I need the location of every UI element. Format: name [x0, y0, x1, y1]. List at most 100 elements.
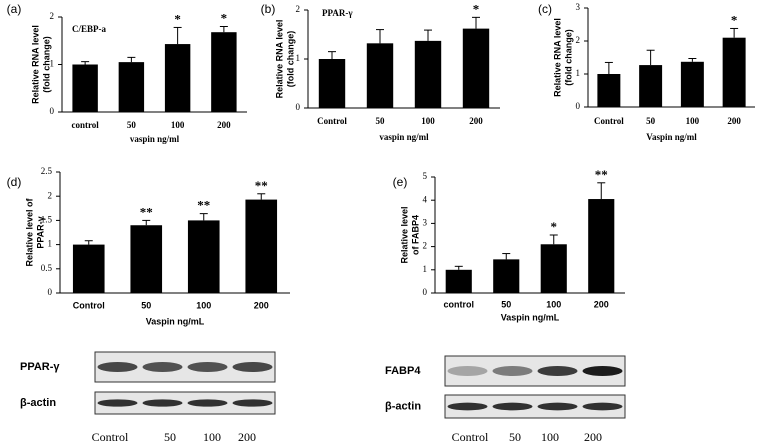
- x-tick-label: 50: [646, 116, 656, 126]
- y-tick-label: 3: [423, 217, 428, 227]
- y-tick-label: 1: [296, 53, 301, 63]
- blot-band: [582, 366, 623, 376]
- x-tick-label: Control: [594, 116, 624, 126]
- x-tick-label: 200: [727, 116, 741, 126]
- y-tick-label: 0: [423, 287, 428, 297]
- y-axis-label: (fold change): [563, 29, 573, 86]
- bar: [414, 40, 442, 109]
- y-tick-label: 2: [48, 190, 53, 200]
- lane-label: 200: [584, 430, 602, 444]
- bar: [245, 199, 278, 293]
- lane-label: 100: [203, 430, 221, 444]
- y-tick-label: 2: [423, 241, 428, 251]
- lane-label: 200: [238, 430, 256, 444]
- x-tick-label: control: [71, 120, 99, 130]
- chart-panel: (c) 0 1 2 3 Relative RNA level (fold change) Va…: [538, 2, 755, 142]
- blot-band: [142, 399, 183, 407]
- bar: [462, 28, 490, 108]
- y-tick-label: 1: [48, 239, 53, 249]
- annotation: PPAR-γ: [322, 8, 353, 18]
- panel-label: (e): [393, 175, 408, 189]
- significance-mark: **: [595, 167, 608, 182]
- blot-band: [447, 402, 488, 411]
- error-bar: [472, 16, 480, 29]
- y-axis-label: Relative RNA level: [274, 20, 284, 99]
- blot-band: [97, 362, 138, 372]
- lane-label: 50: [164, 430, 176, 444]
- x-tick-label: 200: [469, 116, 483, 126]
- y-tick-label: 2: [296, 4, 301, 14]
- x-tick-label: 100: [546, 299, 561, 309]
- error-bar: [328, 51, 336, 59]
- bar: [318, 59, 346, 108]
- y-axis-label: PPAR-γ: [35, 216, 45, 248]
- significance-mark: **: [197, 198, 210, 213]
- blot-label: PPAR-γ: [20, 361, 60, 373]
- blot-band: [187, 362, 228, 372]
- y-tick-label: 2: [576, 35, 581, 45]
- error-bar: [549, 234, 558, 245]
- x-tick-label: 200: [254, 300, 269, 310]
- bar: [680, 61, 704, 107]
- error-bar: [81, 61, 90, 65]
- x-tick-label: 100: [196, 300, 211, 310]
- x-axis-label: Vaspin ng/ml: [646, 132, 697, 142]
- blot-band: [97, 399, 138, 407]
- bar: [72, 244, 105, 293]
- blot-membrane: [94, 391, 276, 415]
- panel-label: (a): [7, 2, 22, 16]
- y-tick-label: 1: [423, 264, 428, 274]
- bar: [722, 37, 746, 108]
- x-tick-label: 100: [686, 116, 700, 126]
- bar: [187, 220, 220, 293]
- chart-panel: (a) C/EBP-a 0 1 2 Relative RNA level (fold cha…: [7, 2, 247, 144]
- blot-band: [232, 399, 273, 407]
- error-bar: [142, 219, 151, 226]
- x-axis-label: vaspin ng/ml: [130, 134, 180, 144]
- panel-label: (b): [261, 2, 276, 16]
- y-tick-label: 2: [50, 11, 55, 21]
- bar: [72, 64, 98, 112]
- blot-band: [582, 402, 623, 411]
- blot-band: [142, 362, 183, 372]
- blot-band: [447, 366, 488, 376]
- blot-membrane: [444, 394, 626, 419]
- blot-band: [492, 366, 533, 376]
- y-axis-label: Relative RNA level: [552, 18, 562, 97]
- blot-label: β-actin: [20, 397, 56, 409]
- x-tick-label: 100: [421, 116, 435, 126]
- error-bar: [454, 265, 463, 270]
- x-axis-label: Vaspin ng/mL: [146, 316, 205, 326]
- y-tick-label: 1: [50, 59, 55, 69]
- y-axis-label: Relative level of: [24, 197, 34, 266]
- blot-band: [187, 399, 228, 407]
- blot-band: [537, 366, 578, 376]
- x-axis-label: Vaspin ng/mL: [501, 312, 560, 322]
- error-bar: [199, 213, 208, 221]
- error-bar: [84, 240, 93, 245]
- blot-label: FABP4: [385, 365, 421, 377]
- y-tick-label: 1.5: [41, 214, 53, 224]
- bar: [493, 259, 520, 293]
- significance-mark: *: [731, 12, 738, 27]
- error-bar: [688, 57, 697, 62]
- y-tick-label: 0: [576, 101, 581, 111]
- y-axis-label: Relative level: [399, 206, 409, 263]
- y-tick-label: 1: [576, 68, 581, 78]
- bar: [118, 62, 145, 112]
- y-tick-label: 5: [423, 171, 428, 181]
- bar: [540, 244, 567, 293]
- x-tick-label: 100: [171, 120, 185, 130]
- x-tick-label: Control: [73, 300, 105, 310]
- y-axis-label: Relative RNA level: [30, 25, 40, 104]
- y-tick-label: 2.5: [41, 166, 53, 176]
- annotation: C/EBP-a: [72, 24, 107, 34]
- blot-label: β-actin: [385, 400, 421, 412]
- y-tick-label: 3: [576, 2, 581, 12]
- y-tick-label: 0.5: [41, 263, 53, 273]
- panel-label: (c): [538, 2, 552, 16]
- y-tick-label: 0: [48, 287, 53, 297]
- blot-panel: FABP4 β-actin Control 50 100 200: [385, 355, 626, 444]
- blot-band: [232, 362, 273, 372]
